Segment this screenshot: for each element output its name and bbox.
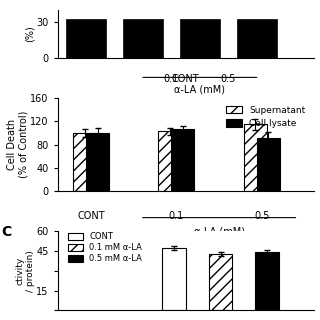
Bar <box>66 19 106 58</box>
Bar <box>209 254 232 310</box>
Text: α-LA (mM): α-LA (mM) <box>194 227 244 237</box>
Bar <box>257 138 280 191</box>
Bar <box>180 19 220 58</box>
Legend: Supernatant, Cell lysate: Supernatant, Cell lysate <box>222 102 309 132</box>
Bar <box>86 133 109 191</box>
Bar <box>158 131 182 191</box>
Bar <box>244 124 267 191</box>
Bar <box>73 133 96 191</box>
Bar <box>162 248 186 310</box>
Text: 0.1: 0.1 <box>169 211 184 221</box>
Bar <box>255 252 279 310</box>
Text: 0.5: 0.5 <box>254 211 269 221</box>
Text: α-LA (mM): α-LA (mM) <box>174 84 225 94</box>
Text: C: C <box>1 225 12 239</box>
Y-axis label: (%): (%) <box>25 25 35 42</box>
Text: CONT: CONT <box>172 74 199 84</box>
Y-axis label: ctivity
/ protein): ctivity / protein) <box>15 250 35 292</box>
Y-axis label: Cell Death
(% of Control): Cell Death (% of Control) <box>7 111 29 178</box>
Bar <box>237 19 276 58</box>
Legend: CONT, 0.1 mM α-LA, 0.5 mM α-LA: CONT, 0.1 mM α-LA, 0.5 mM α-LA <box>64 229 146 267</box>
Text: 0.5: 0.5 <box>220 74 236 84</box>
Text: CONT: CONT <box>77 211 105 221</box>
Bar <box>171 129 195 191</box>
Text: 0.1: 0.1 <box>164 74 179 84</box>
Bar <box>123 19 163 58</box>
